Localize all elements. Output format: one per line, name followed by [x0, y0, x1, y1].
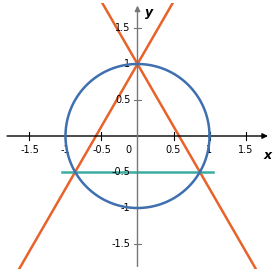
Text: y: y	[145, 6, 153, 19]
Text: -1.5: -1.5	[20, 145, 39, 155]
Text: 1.5: 1.5	[115, 23, 130, 33]
Text: -0.5: -0.5	[111, 167, 130, 177]
Text: -1: -1	[121, 203, 130, 213]
Text: 1: 1	[124, 59, 130, 69]
Text: x: x	[263, 149, 271, 162]
Text: -1.5: -1.5	[111, 239, 130, 249]
Text: -1: -1	[61, 145, 70, 155]
Text: 0: 0	[126, 145, 132, 155]
Text: 0.5: 0.5	[166, 145, 181, 155]
Text: -0.5: -0.5	[92, 145, 111, 155]
Text: 1.5: 1.5	[238, 145, 253, 155]
Text: 0.5: 0.5	[115, 95, 130, 105]
Text: 1: 1	[207, 145, 213, 155]
